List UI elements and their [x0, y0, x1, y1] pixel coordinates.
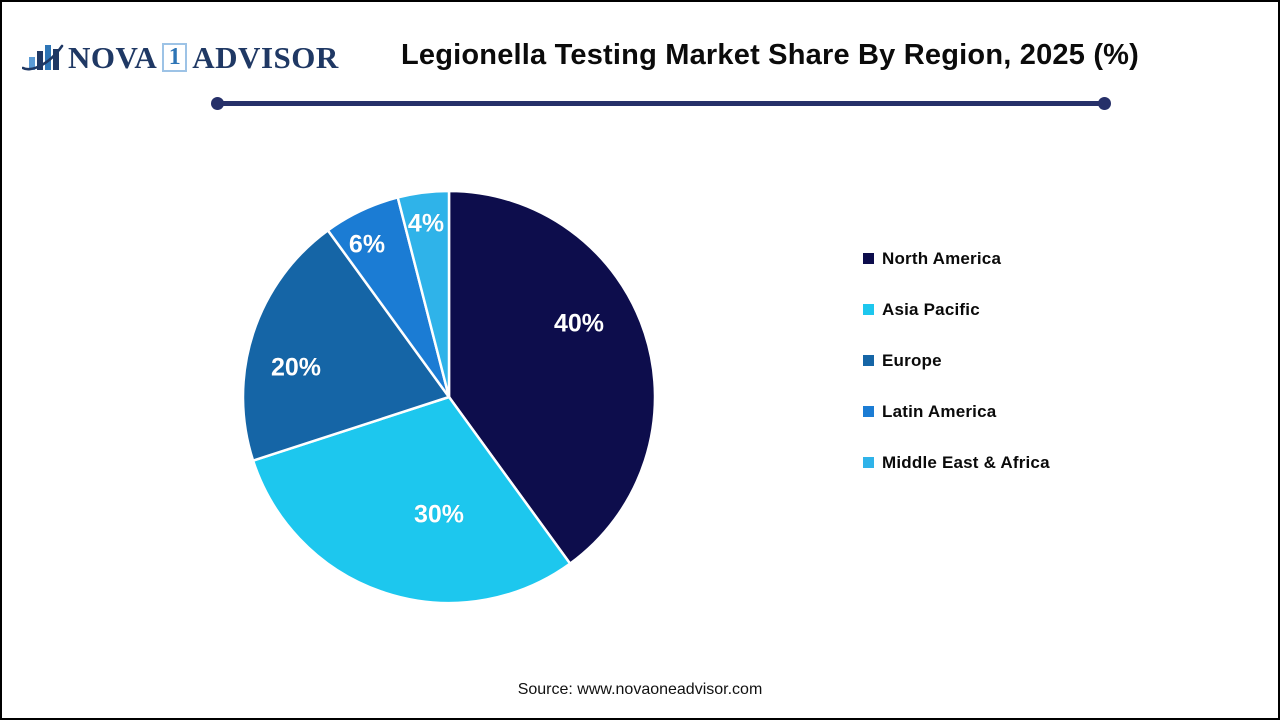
pie-data-label-latin-america: 6%	[348, 230, 386, 259]
divider-left-dot	[211, 97, 224, 110]
pie-slice-asia-pacific	[251, 395, 572, 605]
pie-data-label-europe: 20%	[270, 353, 322, 382]
legend-label: Europe	[882, 350, 942, 370]
logo-one-badge: 1	[162, 42, 188, 72]
source-attribution: Source: www.novaoneadvisor.com	[517, 681, 763, 698]
legend: North America Asia Pacific Europe Latin …	[863, 248, 1050, 503]
legend-item-north-america: North America	[863, 248, 1050, 269]
logo-text-advisor: ADVISOR	[192, 39, 339, 75]
legend-swatch-north-america	[863, 253, 874, 264]
legend-item-middle-east-africa: Middle East & Africa	[863, 452, 1050, 473]
pie-data-label-middle-east-africa: 4%	[407, 209, 445, 238]
title-divider-line	[211, 97, 1111, 110]
legend-item-europe: Europe	[863, 350, 1050, 371]
pie-chart	[241, 189, 657, 605]
legend-swatch-middle-east-africa	[863, 457, 874, 468]
legend-label: North America	[882, 248, 1002, 268]
pie-slice-north-america	[447, 189, 657, 565]
legend-label: Latin America	[882, 401, 997, 421]
legend-swatch-europe	[863, 355, 874, 366]
divider-right-dot	[1098, 97, 1111, 110]
legend-item-asia-pacific: Asia Pacific	[863, 299, 1050, 320]
nova-one-advisor-logo: NOVA 1 ADVISOR	[22, 38, 339, 76]
legend-label: Asia Pacific	[882, 299, 980, 319]
legend-label: Middle East & Africa	[882, 452, 1050, 472]
legend-swatch-latin-america	[863, 406, 874, 417]
pie-slice-europe	[241, 229, 451, 462]
pie-slice-middle-east-africa	[396, 189, 451, 399]
legend-item-latin-america: Latin America	[863, 401, 1050, 422]
page-title: Legionella Testing Market Share By Regio…	[400, 39, 1140, 71]
logo-text-nova: NOVA	[68, 39, 158, 75]
pie-data-label-asia-pacific: 30%	[413, 500, 465, 529]
pie-data-label-north-america: 40%	[553, 309, 605, 338]
legend-swatch-asia-pacific	[863, 304, 874, 315]
bar-chart-swoosh-icon	[22, 44, 64, 71]
pie-chart-area: 40% 30% 20% 6% 4%	[232, 180, 672, 620]
